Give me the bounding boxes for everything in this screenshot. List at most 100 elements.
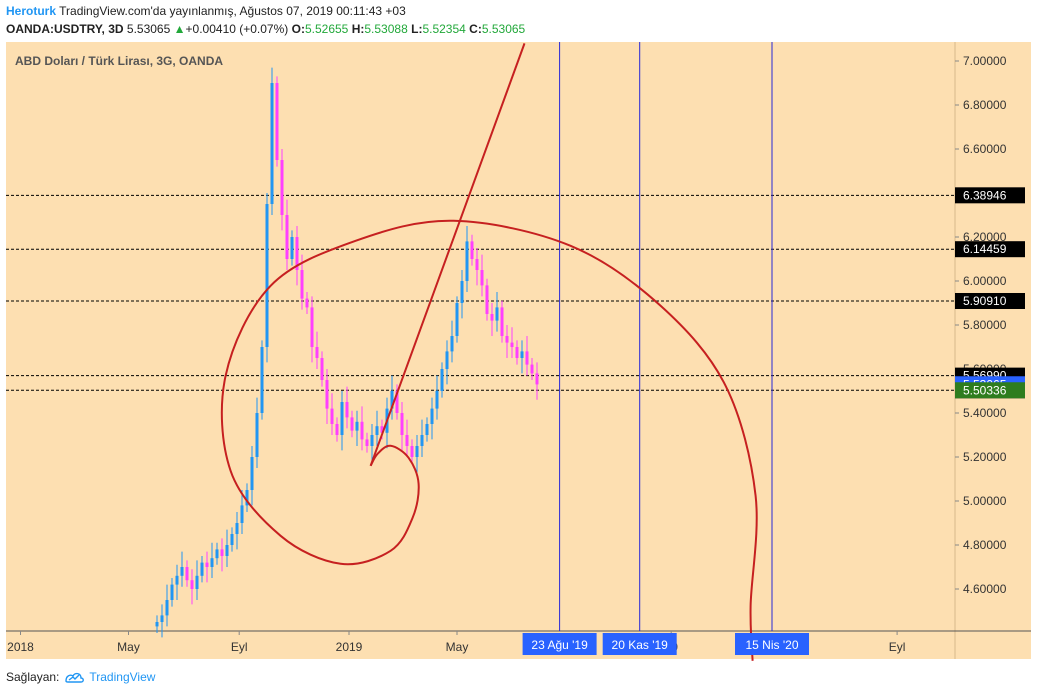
open-value: 5.52655 bbox=[304, 22, 349, 36]
candle-body bbox=[390, 391, 394, 409]
candle-body bbox=[165, 600, 169, 616]
candle-body bbox=[380, 426, 384, 433]
candle-body bbox=[405, 435, 409, 446]
candle-body bbox=[375, 426, 379, 435]
candle-body bbox=[210, 558, 214, 567]
footer: Sağlayan: TradingView bbox=[6, 670, 155, 684]
candle-body bbox=[370, 435, 374, 446]
y-tick-label: 5.40000 bbox=[963, 406, 1007, 420]
date-badge-label: 15 Nis '20 bbox=[746, 638, 799, 652]
candle-body bbox=[185, 567, 189, 581]
candle-body bbox=[195, 575, 199, 589]
tradingview-logo-icon bbox=[65, 672, 85, 683]
date-badge-label: 23 Ağu '19 bbox=[531, 638, 588, 652]
x-tick-label: 2019 bbox=[336, 640, 363, 654]
candle-body bbox=[190, 580, 194, 589]
price-badge bbox=[955, 292, 1025, 309]
y-tick-label: 6.00000 bbox=[963, 274, 1007, 288]
trend-line[interactable] bbox=[369, 43, 526, 467]
publish-header: Heroturk TradingView.com'da yayınlanmış,… bbox=[6, 4, 406, 18]
candle-body bbox=[175, 575, 179, 585]
candle-body bbox=[365, 439, 369, 446]
change-arrow-icon: ▲ bbox=[173, 22, 186, 36]
candle-body bbox=[330, 408, 334, 424]
chart-title: ABD Doları / Türk Lirası, 3G, OANDA bbox=[15, 54, 223, 68]
footer-brand[interactable]: TradingView bbox=[89, 670, 156, 684]
candle-body bbox=[525, 351, 529, 365]
candle-body bbox=[230, 534, 234, 545]
candle-body bbox=[400, 413, 404, 435]
x-tick-label: May bbox=[446, 640, 469, 654]
footer-label: Sağlayan: bbox=[6, 670, 60, 684]
candle-body bbox=[500, 307, 504, 336]
author-name[interactable]: Heroturk bbox=[6, 4, 57, 18]
x-tick-label: Eyl bbox=[231, 640, 248, 654]
fibonacci-spiral[interactable] bbox=[220, 219, 758, 661]
candle-body bbox=[260, 347, 264, 413]
candle-body bbox=[290, 237, 294, 259]
close-value: 5.53065 bbox=[481, 22, 526, 36]
high-value: 5.53088 bbox=[364, 22, 408, 36]
candle-body bbox=[510, 342, 514, 347]
candle-body bbox=[425, 424, 429, 435]
candle-body bbox=[535, 373, 539, 385]
price-badge-label: 6.14459 bbox=[963, 242, 1007, 256]
candle-body bbox=[250, 457, 254, 490]
candle-body bbox=[410, 446, 414, 457]
y-tick-label: 6.20000 bbox=[963, 230, 1007, 244]
x-tick-label: Eyl bbox=[889, 640, 906, 654]
high-label: H: bbox=[351, 22, 365, 36]
candle-body bbox=[265, 204, 269, 347]
candle-body bbox=[345, 402, 349, 418]
candle-body bbox=[360, 421, 364, 440]
price-badge-label: 6.38946 bbox=[963, 188, 1007, 202]
candle-body bbox=[530, 364, 534, 374]
candle-body bbox=[395, 391, 399, 413]
candle-body bbox=[460, 281, 464, 303]
candle-body bbox=[470, 241, 474, 259]
candle-body bbox=[205, 562, 209, 567]
candle-body bbox=[235, 523, 239, 534]
symbol-label: OANDA:USDTRY, 3D bbox=[6, 22, 124, 36]
candle-body bbox=[455, 303, 459, 336]
candle-body bbox=[520, 351, 524, 358]
y-tick-label: 5.00000 bbox=[963, 494, 1007, 508]
candle-body bbox=[310, 307, 314, 347]
candle-body bbox=[215, 549, 219, 559]
open-label: O: bbox=[291, 22, 305, 36]
low-value: 5.52354 bbox=[422, 22, 466, 36]
candle-body bbox=[465, 241, 469, 281]
candle-body bbox=[200, 562, 204, 576]
candle-body bbox=[160, 615, 164, 622]
price-badge bbox=[955, 187, 1025, 204]
candle-body bbox=[300, 270, 304, 299]
y-tick-label: 5.20000 bbox=[963, 450, 1007, 464]
candle-body bbox=[440, 369, 444, 391]
candle-body bbox=[480, 270, 484, 286]
candle-body bbox=[495, 307, 499, 321]
candle-body bbox=[475, 259, 479, 270]
last-price: 5.53065 bbox=[126, 22, 171, 36]
publish-info: TradingView.com'da yayınlanmış, Ağustos … bbox=[59, 4, 406, 18]
x-tick-label: 2018 bbox=[7, 640, 34, 654]
price-badge bbox=[955, 382, 1025, 399]
date-badge bbox=[735, 633, 809, 655]
candle-body bbox=[485, 285, 489, 314]
date-badge bbox=[602, 633, 677, 655]
date-badge-label: 20 Kas '19 bbox=[612, 638, 669, 652]
close-label: C: bbox=[469, 22, 482, 36]
y-tick-label: 4.60000 bbox=[963, 582, 1007, 596]
candle-body bbox=[245, 490, 249, 506]
candle-body bbox=[285, 215, 289, 259]
candle-body bbox=[325, 380, 329, 409]
candle-body bbox=[355, 421, 359, 431]
candle-body bbox=[490, 314, 494, 321]
candle-body bbox=[505, 336, 509, 343]
candle-body bbox=[335, 424, 339, 435]
price-badge-label: 5.50336 bbox=[963, 383, 1007, 397]
date-badge bbox=[522, 633, 597, 655]
candle-body bbox=[155, 622, 159, 627]
price-badge-label: 5.90910 bbox=[963, 294, 1007, 308]
y-tick-label: 4.80000 bbox=[963, 538, 1007, 552]
